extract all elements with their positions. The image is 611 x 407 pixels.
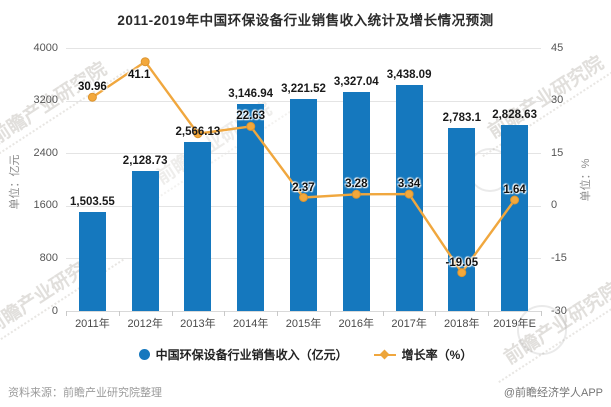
source-note: 资料来源：前瞻产业研究院整理 [8, 387, 162, 399]
revenue-bar [131, 171, 159, 311]
growth-value-label: 3.34 [397, 178, 421, 191]
x-axis-tick [435, 311, 437, 316]
x-axis-label: 2014年 [232, 318, 269, 330]
y-axis-tick-label: 3200 [33, 94, 58, 107]
chart-title: 2011-2019年中国环保设备行业销售收入统计及增长情况预测 [117, 13, 494, 28]
x-axis-tick [382, 311, 384, 316]
y-axis-tick-label: 800 [39, 251, 58, 264]
y-axis-tick-label: 1600 [33, 199, 58, 212]
revenue-bar [501, 125, 529, 311]
bar-value-label: 2,128.73 [122, 155, 168, 167]
y2-axis-tick-label: 30 [551, 94, 564, 107]
bar-value-label: 2,566.13 [175, 126, 221, 139]
y2-axis-tick-label: -15 [551, 251, 567, 264]
x-axis-tick [541, 311, 542, 316]
bar-value-label: 2,828.63 [492, 109, 537, 121]
revenue-bar [184, 142, 212, 311]
revenue-bar [290, 99, 317, 311]
growth-value-label: 2.37 [292, 181, 315, 194]
revenue-bar [395, 84, 423, 311]
y2-axis-tick-label: 15 [551, 146, 564, 159]
x-axis-label: 2012年 [127, 318, 163, 330]
growth-point-marker [140, 57, 150, 67]
x-axis-label: 2018年 [444, 318, 480, 330]
x-axis-tick [224, 311, 226, 316]
growth-value-label: 22.63 [236, 110, 266, 123]
legend-item-growth: 增长率（%） [373, 346, 473, 363]
legend-label-revenue: 中国环保设备行业销售收入（亿元） [155, 348, 348, 362]
x-axis-label: 2015年 [285, 318, 322, 330]
legend-item-revenue: 中国环保设备行业销售收入（亿元） [138, 346, 348, 363]
revenue-bar [448, 128, 476, 311]
legend: 中国环保设备行业销售收入（亿元） 增长率（%） [0, 346, 611, 363]
x-axis-tick [277, 311, 279, 316]
growth-value-label: -19.05 [445, 256, 479, 269]
bar-value-label: 2,783.1 [442, 112, 481, 124]
y2-axis-tick-label: 0 [551, 199, 558, 212]
bar-value-label: 3,221.52 [281, 83, 326, 96]
gridline [66, 48, 541, 49]
x-axis-tick [329, 311, 331, 316]
left-axis-unit-label: 单位：亿元 [9, 154, 21, 210]
y2-axis-tick-label: 45 [551, 41, 564, 54]
revenue-bar [78, 212, 106, 311]
bar-value-label: 3,438.09 [386, 68, 432, 81]
legend-label-growth: 增长率（%） [401, 348, 473, 362]
y2-axis-tick-label: -30 [551, 304, 567, 317]
x-axis-tick [488, 311, 490, 316]
x-axis-label: 2017年 [391, 318, 427, 330]
growth-value-label: 30.96 [78, 81, 107, 94]
gridline [66, 311, 541, 312]
bar-value-label: 3,327.04 [333, 76, 379, 89]
x-axis-label: 2013年 [180, 318, 216, 330]
x-axis-label: 2016年 [338, 318, 375, 330]
bar-value-label: 3,146.94 [228, 88, 274, 101]
x-axis-label: 2011年 [75, 318, 110, 330]
growth-value-label: 3.28 [345, 178, 368, 191]
revenue-bar [237, 104, 265, 311]
revenue-bar [342, 92, 370, 311]
growth-legend-diamond-icon [373, 349, 396, 360]
growth-value-label: 1.64 [503, 184, 526, 196]
x-axis-label: 2019年E [493, 318, 536, 330]
y-axis-tick-label: 0 [51, 304, 58, 317]
y-axis-tick-label: 2400 [33, 146, 58, 159]
bar-value-label: 1,503.55 [70, 196, 115, 209]
x-axis-tick [118, 311, 120, 316]
right-axis-unit-label: 单位：% [580, 158, 592, 202]
x-axis-tick [66, 311, 67, 316]
x-axis-tick [171, 311, 173, 316]
brand-credit: @前瞻经济学人APP [503, 387, 603, 399]
revenue-legend-circle-icon [138, 349, 150, 360]
y-axis-tick-label: 4000 [33, 41, 58, 54]
growth-value-label: 41.1 [127, 68, 151, 81]
